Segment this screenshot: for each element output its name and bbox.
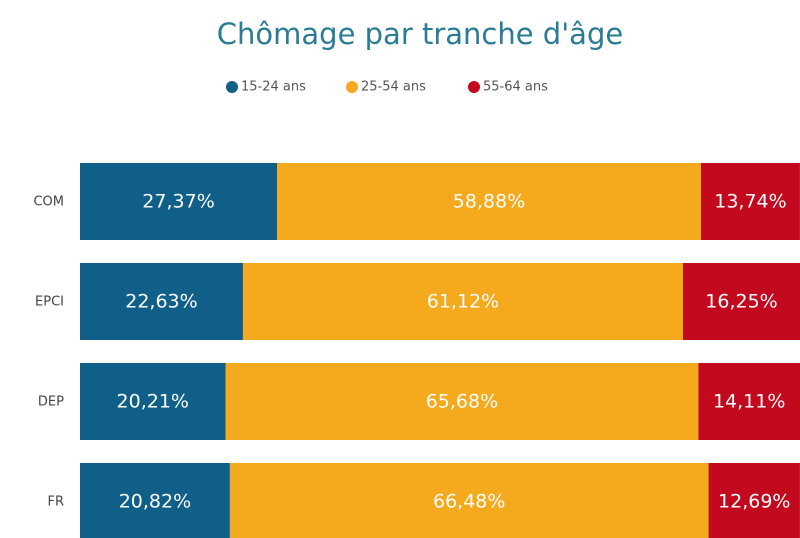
value-label: 16,25%: [705, 291, 777, 313]
y-tick-label: EPCI: [35, 295, 64, 310]
bar-segment: [701, 163, 800, 240]
bar-segment: [242, 263, 683, 340]
value-label: 12,69%: [718, 491, 790, 513]
bar-segment: [80, 363, 226, 440]
bar-segment: [683, 263, 800, 340]
bar-segment: [80, 463, 230, 538]
value-label: 27,37%: [142, 191, 214, 213]
value-label: 58,88%: [453, 191, 525, 213]
value-label: 13,74%: [714, 191, 786, 213]
bar-segment: [277, 163, 701, 240]
y-tick-label: FR: [47, 495, 64, 510]
value-label: 20,21%: [117, 391, 189, 413]
value-label: 66,48%: [433, 491, 505, 513]
y-tick-label: DEP: [38, 395, 64, 410]
bar-segment: [698, 363, 800, 440]
legend-swatch: [468, 81, 480, 93]
chart-title: Chômage par tranche d'âge: [217, 17, 623, 51]
bar-segment: [708, 463, 800, 538]
value-label: 20,82%: [119, 491, 191, 513]
legend-label: 15-24 ans: [241, 80, 306, 95]
legend-label: 25-54 ans: [361, 80, 426, 95]
legend-swatch: [346, 81, 358, 93]
bar-segment: [225, 363, 699, 440]
legend-swatch: [226, 81, 238, 93]
bar-segment: [80, 263, 243, 340]
legend-label: 55-64 ans: [483, 80, 548, 95]
value-label: 14,11%: [713, 391, 785, 413]
value-label: 61,12%: [427, 291, 499, 313]
y-tick-label: COM: [33, 195, 64, 210]
bar-segment: [229, 463, 709, 538]
value-label: 65,68%: [426, 391, 498, 413]
value-label: 22,63%: [125, 291, 197, 313]
bar-segment: [80, 163, 278, 240]
